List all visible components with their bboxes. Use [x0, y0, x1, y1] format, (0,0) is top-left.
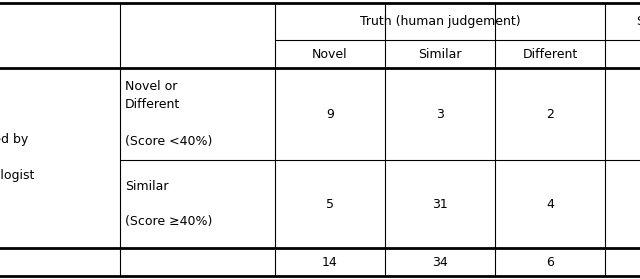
Text: 2: 2 — [546, 107, 554, 121]
Text: Different: Different — [522, 47, 578, 61]
Text: 34: 34 — [432, 256, 448, 268]
Text: Similar

(Score ≥40%): Similar (Score ≥40%) — [125, 179, 212, 229]
Text: 5: 5 — [326, 198, 334, 210]
Text: Novel or
Different

(Score <40%): Novel or Different (Score <40%) — [125, 81, 212, 148]
Text: Novel: Novel — [312, 47, 348, 61]
Text: 4: 4 — [546, 198, 554, 210]
Text: 3: 3 — [436, 107, 444, 121]
Text: 6: 6 — [546, 256, 554, 268]
Text: 14: 14 — [322, 256, 338, 268]
Text: Predicted by
Cyborg
Astrobiologist: Predicted by Cyborg Astrobiologist — [0, 133, 35, 182]
Text: 9: 9 — [326, 107, 334, 121]
Text: Truth (human judgement): Truth (human judgement) — [360, 15, 520, 28]
Text: Similar: Similar — [419, 47, 461, 61]
Text: Sum: Sum — [636, 15, 640, 28]
Text: 31: 31 — [432, 198, 448, 210]
